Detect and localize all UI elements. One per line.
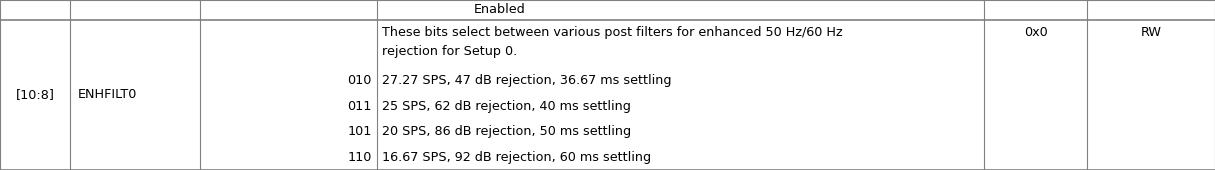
Text: 011: 011	[347, 100, 372, 113]
Text: These bits select between various post filters for enhanced 50 Hz/60 Hz: These bits select between various post f…	[382, 26, 842, 39]
Text: 101: 101	[347, 125, 372, 138]
Text: 27.27 SPS, 47 dB rejection, 36.67 ms settling: 27.27 SPS, 47 dB rejection, 36.67 ms set…	[382, 74, 671, 87]
Text: 0x0: 0x0	[1024, 26, 1047, 39]
Text: RW: RW	[1141, 26, 1162, 39]
Text: 010: 010	[347, 74, 372, 87]
Text: 25 SPS, 62 dB rejection, 40 ms settling: 25 SPS, 62 dB rejection, 40 ms settling	[382, 100, 631, 113]
Text: 16.67 SPS, 92 dB rejection, 60 ms settling: 16.67 SPS, 92 dB rejection, 60 ms settli…	[382, 151, 651, 164]
Text: rejection for Setup 0.: rejection for Setup 0.	[382, 45, 516, 58]
Text: Enabled: Enabled	[474, 3, 526, 16]
Text: [10:8]: [10:8]	[16, 88, 55, 101]
Text: ENHFILT0: ENHFILT0	[78, 88, 137, 101]
Text: 110: 110	[347, 151, 372, 164]
Text: 20 SPS, 86 dB rejection, 50 ms settling: 20 SPS, 86 dB rejection, 50 ms settling	[382, 125, 631, 138]
